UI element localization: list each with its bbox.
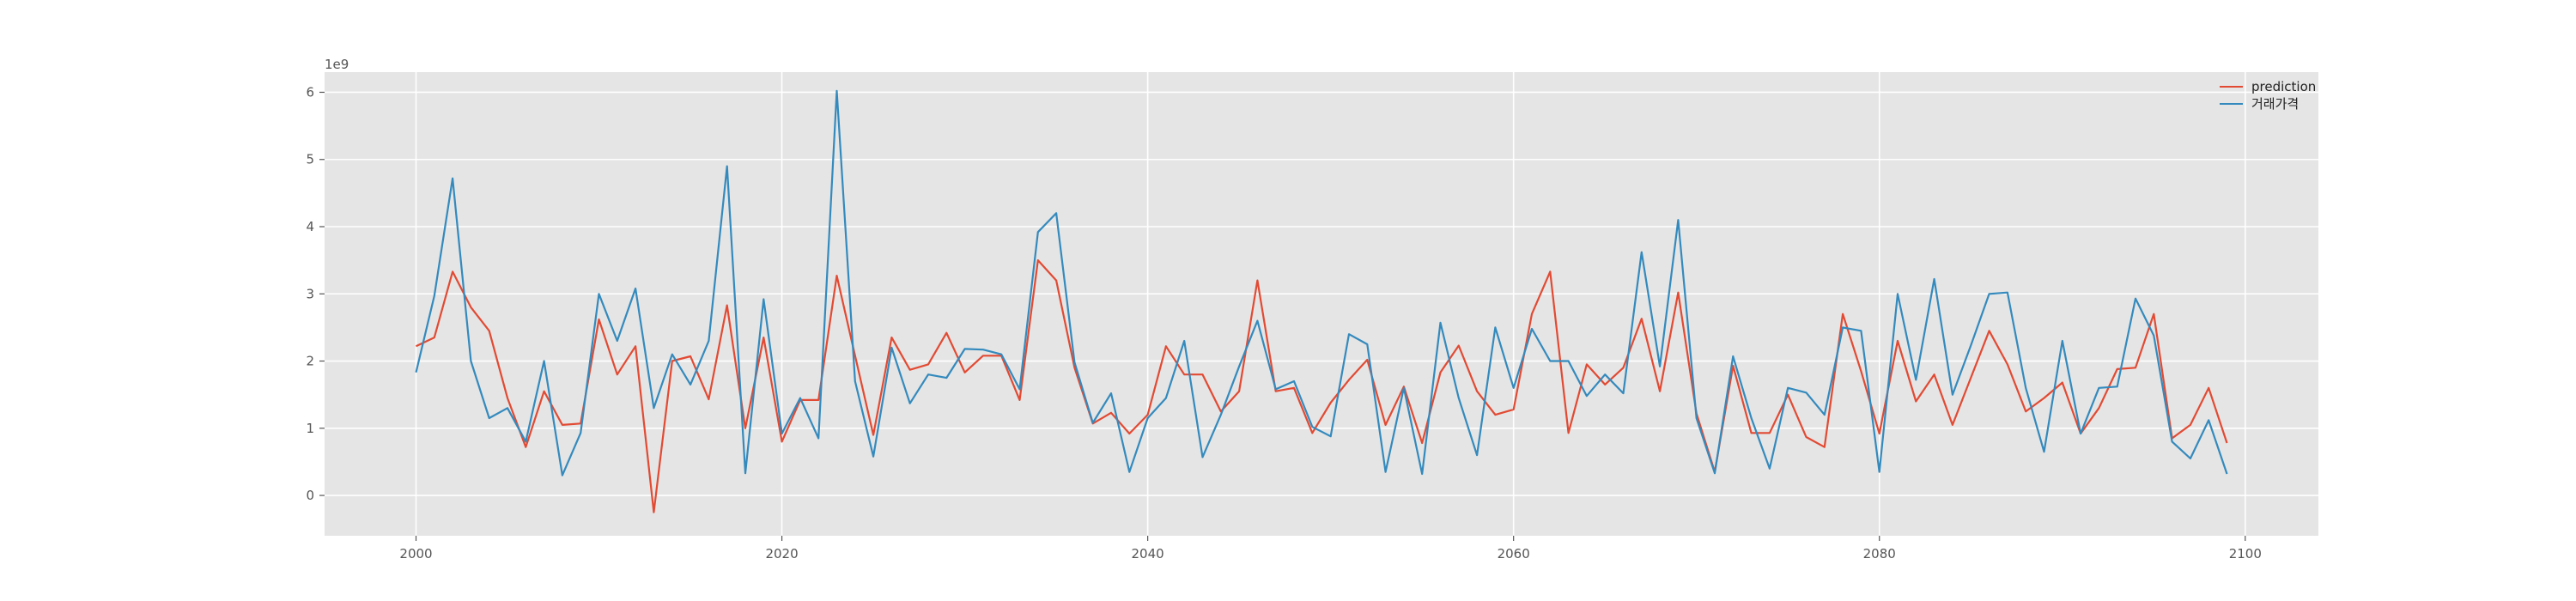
legend-actual-price-label: 거래가격 [2251, 96, 2299, 112]
x-tick-label: 2080 [1863, 546, 1896, 562]
prediction-series-line [416, 259, 2228, 513]
y-tick-label: 2 [306, 354, 314, 369]
y-tick-label: 4 [306, 219, 314, 234]
legend: prediction 거래가격 [2220, 79, 2316, 112]
y-tick-label: 1 [306, 421, 314, 436]
y-tick-label: 5 [306, 152, 314, 167]
y-tick-label: 0 [306, 488, 314, 503]
grid-lines [325, 72, 2318, 536]
x-tick-label: 2000 [399, 546, 432, 562]
x-tick-label: 2040 [1132, 546, 1164, 562]
y-tick-label: 6 [306, 84, 314, 100]
x-tick-label: 2020 [765, 546, 798, 562]
legend-prediction-label: prediction [2251, 79, 2316, 94]
y-offset-label: 1e9 [325, 57, 349, 72]
y-tick-label: 3 [306, 286, 314, 301]
plot-background [325, 72, 2318, 536]
x-axis: 2000 2020 2040 2060 2080 2100 [399, 536, 2262, 562]
series-lines [415, 89, 2228, 513]
actual-price-series-line [415, 89, 2228, 477]
y-axis: 0 1 2 3 4 5 6 [306, 84, 325, 503]
x-tick-label: 2060 [1498, 546, 1530, 562]
x-tick-label: 2100 [2229, 546, 2262, 562]
